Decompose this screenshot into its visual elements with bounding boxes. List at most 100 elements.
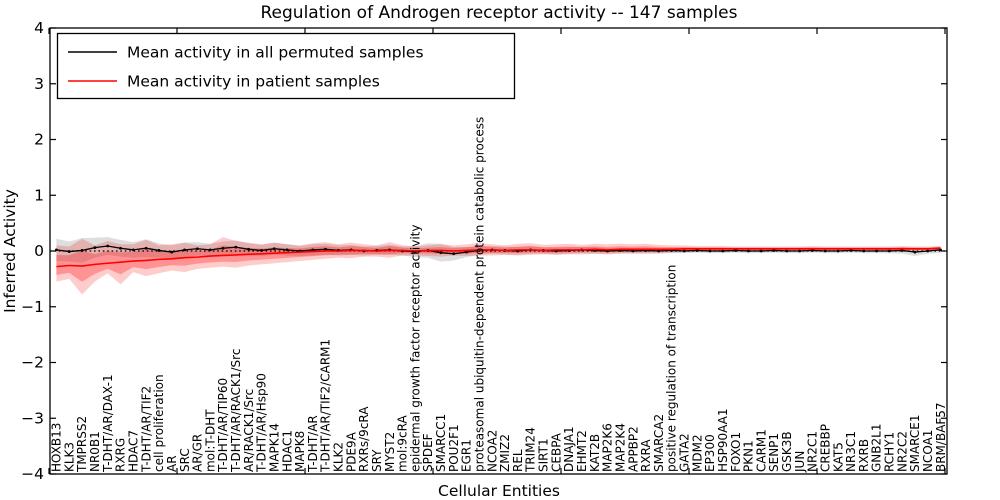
x-tick-label: NCOA2 xyxy=(485,430,499,472)
x-tick-label: APPBP2 xyxy=(626,426,640,472)
permuted-point-marker xyxy=(80,249,84,252)
x-tick-label: RXRA xyxy=(639,439,653,472)
permuted-point-marker xyxy=(260,249,263,252)
axis-ticks xyxy=(48,27,947,475)
permuted-point-marker xyxy=(708,249,712,253)
x-tick-label: NR2C2 xyxy=(895,431,909,472)
x-tick-label: MDM2 xyxy=(690,434,704,472)
patient-mean-line xyxy=(56,247,941,268)
x-tick-label: NR2C1 xyxy=(806,431,820,472)
x-tick-label: GSK3B xyxy=(780,431,794,472)
permuted-point-marker xyxy=(170,250,174,254)
permuted-point-marker xyxy=(823,249,827,253)
y-tick-label: 0 xyxy=(34,242,44,260)
permuted-point-marker xyxy=(324,247,327,251)
permuted-point-marker xyxy=(734,249,737,252)
confidence-bands xyxy=(56,237,941,295)
x-tick-label: PKN1 xyxy=(742,440,756,472)
permuted-point-marker xyxy=(798,249,802,253)
x-tick-label: KAT5 xyxy=(831,442,845,472)
x-tick-label: CARM1 xyxy=(754,429,768,472)
x-tick-label: CREBBP xyxy=(818,424,832,472)
x-tick-label: EHMT2 xyxy=(575,430,589,472)
patient-band-inner xyxy=(56,245,941,282)
permuted-point-marker xyxy=(195,247,199,251)
x-tick-label: TRIM24 xyxy=(524,427,538,473)
x-tick-label: T-DHT/AR/TIF2/CARM1 xyxy=(319,339,333,473)
y-tick-label: −1 xyxy=(21,298,44,316)
x-tick-label: HSP90AA1 xyxy=(716,408,730,472)
x-tick-label: T-DHT/AR/Hsp90 xyxy=(255,373,269,473)
x-tick-label: SIRT1 xyxy=(537,438,551,472)
x-tick-label: JUN xyxy=(793,451,807,473)
permuted-point-marker xyxy=(131,248,135,252)
x-tick-label: epidermal growth factor receptor activit… xyxy=(408,225,422,472)
legend-label-patient: Mean activity in patient samples xyxy=(127,73,380,91)
permuted-point-marker xyxy=(849,249,853,252)
x-tick-label: ZMIZ2 xyxy=(498,434,512,472)
permuted-point-marker xyxy=(119,246,122,250)
permuted-point-marker xyxy=(759,249,763,253)
permuted-point-marker xyxy=(234,245,238,249)
x-tick-label: EP300 xyxy=(703,434,717,472)
y-tick-label: 1 xyxy=(34,186,44,204)
permuted-point-marker xyxy=(887,249,891,253)
patient-band-outer xyxy=(56,237,941,295)
permuted-point-marker xyxy=(657,249,661,253)
x-tick-label: SMARCC1 xyxy=(434,414,448,472)
permuted-point-marker xyxy=(721,249,725,253)
y-tick-label: 4 xyxy=(34,19,44,37)
x-tick-label: RXRG xyxy=(114,438,128,472)
permuted-point-marker xyxy=(913,250,917,254)
x-tick-label: MAP2K4 xyxy=(613,423,627,472)
x-tick-label: mol:9cRA xyxy=(396,415,410,472)
x-tick-label: DNAJA1 xyxy=(562,426,576,472)
permuted-point-marker xyxy=(208,248,212,252)
x-tick-label: RXRs/9cRA xyxy=(357,406,371,472)
x-tick-label: SRC xyxy=(178,448,192,472)
x-tick-label: MAP2K6 xyxy=(601,423,615,472)
permuted-point-marker xyxy=(682,249,686,253)
legend-label-permuted: Mean activity in all permuted samples xyxy=(127,44,424,62)
y-axis-label: Inferred Activity xyxy=(1,189,19,313)
permuted-point-marker xyxy=(183,248,186,252)
series-lines xyxy=(50,244,947,268)
x-tick-label: POU2F1 xyxy=(447,424,461,472)
x-tick-label: MYST2 xyxy=(383,432,397,472)
chart-title: Regulation of Androgen receptor activity… xyxy=(261,3,738,23)
x-tick-label: MAPK8 xyxy=(293,431,307,472)
permuted-point-marker xyxy=(247,247,251,251)
permuted-point-marker xyxy=(272,247,276,251)
permuted-point-marker xyxy=(157,249,161,252)
permuted-point-marker xyxy=(862,249,866,253)
entity-tick-labels: HOXB13KLK3TMPRSS2NR0B1T-DHT/AR/DAX-1RXRG… xyxy=(50,117,948,473)
y-tick-label: −4 xyxy=(21,465,44,483)
permuted-point-marker xyxy=(221,246,225,250)
permuted-point-marker xyxy=(631,249,635,253)
x-tick-label: KLK2 xyxy=(332,442,346,472)
permuted-point-marker xyxy=(785,249,789,253)
permuted-point-marker xyxy=(439,251,443,255)
x-tick-label: GNB2L1 xyxy=(870,424,884,472)
x-tick-label: FOXO1 xyxy=(729,432,743,472)
x-tick-label: SPDEF xyxy=(421,433,435,472)
permuted-point-marker xyxy=(93,246,97,250)
x-tick-label: T-DHT/AR/DAX-1 xyxy=(101,374,115,473)
x-tick-label: HOXB13 xyxy=(50,423,64,472)
x-tick-label: GATA2 xyxy=(678,433,692,472)
x-tick-label: HDAC1 xyxy=(280,430,294,472)
y-tick-label: −3 xyxy=(21,409,44,427)
y-tick-labels: 4 3 2 1 0 −1 −2 −3 −4 xyxy=(21,19,44,483)
permuted-point-marker xyxy=(452,252,456,256)
x-tick-label: AR/RACK1/Src xyxy=(242,389,256,472)
x-tick-label: PDE9A xyxy=(344,431,358,472)
x-tick-label: cell proliferation xyxy=(152,374,166,472)
x-tick-label: AR/GR xyxy=(191,434,205,472)
permuted-point-marker xyxy=(695,249,699,252)
x-tick-label: HDAC7 xyxy=(126,430,140,472)
permuted-point-marker xyxy=(144,246,148,250)
x-tick-label: MAPK14 xyxy=(267,423,281,472)
x-axis-label: Cellular Entities xyxy=(438,482,560,500)
